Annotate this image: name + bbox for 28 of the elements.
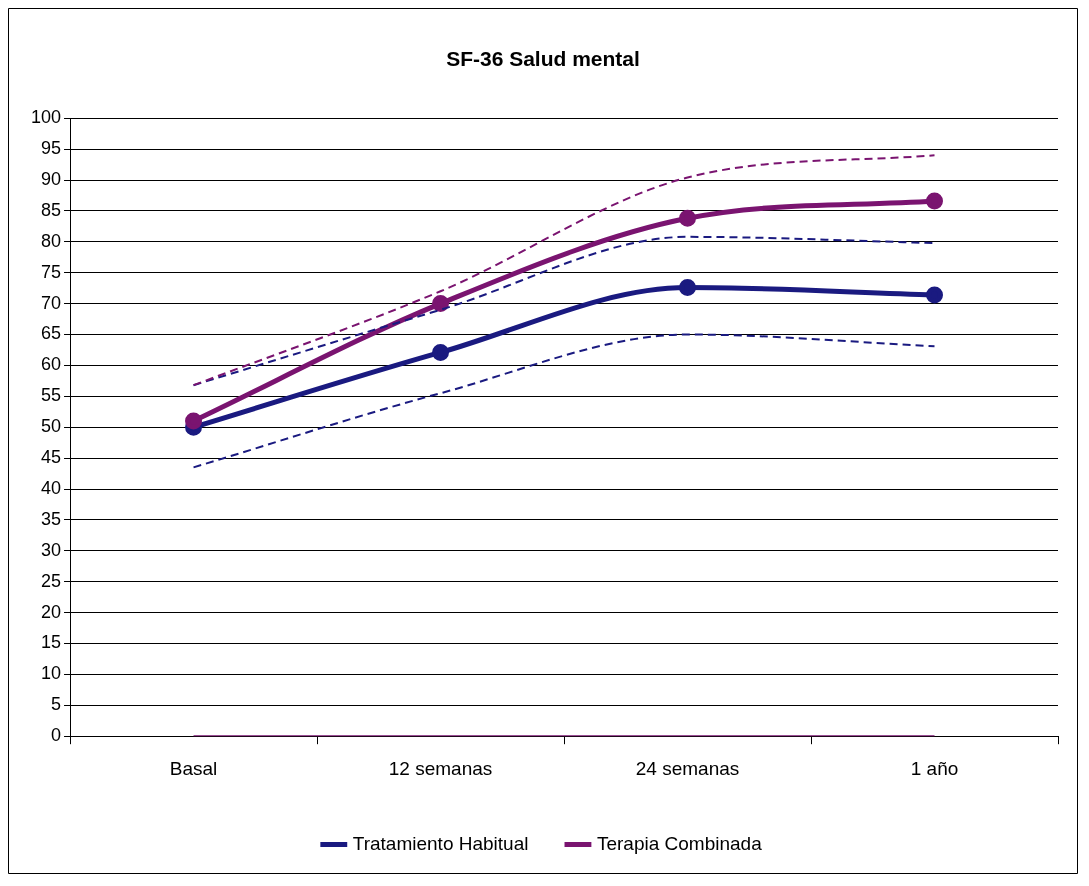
legend-label: Terapia Combinada [596,832,763,854]
x-tick-label: Basal [169,757,218,779]
y-tick-label: 0 [51,725,62,746]
y-tick-label: 75 [41,261,62,282]
x-tick-label: 24 semanas [635,757,740,779]
y-tick-label: 90 [41,168,62,189]
y-tick-label: 50 [41,416,62,437]
y-tick-label: 80 [41,230,62,251]
chart-title: SF-36 Salud mental [446,47,640,71]
y-tick-label: 55 [41,385,62,406]
y-tick-label: 45 [41,447,62,468]
y-tick-label: 85 [41,199,62,220]
y-tick-label: 20 [41,601,62,622]
y-tick-label: 25 [41,570,62,591]
legend-label: Tratamiento Habitual [352,832,529,854]
y-tick-label: 40 [41,477,62,498]
y-tick-label: 35 [41,508,62,529]
y-tick-label: 65 [41,323,62,344]
y-tick-label: 5 [51,694,62,715]
y-tick-label: 70 [41,292,62,313]
y-tick-label: 10 [41,663,62,684]
y-tick-label: 30 [41,539,62,560]
y-tick-label: 100 [30,107,62,128]
x-tick-label: 12 semanas [388,757,493,779]
y-tick-label: 95 [41,138,62,159]
y-tick-label: 60 [41,354,62,375]
y-tick-label: 15 [41,632,62,653]
x-tick-label: 1 año [910,757,959,779]
